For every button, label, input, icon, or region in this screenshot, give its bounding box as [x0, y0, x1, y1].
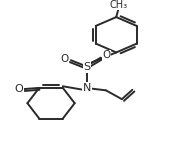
Text: O: O — [14, 84, 23, 94]
Text: N: N — [83, 83, 91, 93]
Text: CH₃: CH₃ — [109, 0, 128, 10]
Text: O: O — [102, 50, 111, 60]
Text: S: S — [83, 62, 91, 72]
Text: O: O — [60, 54, 69, 64]
